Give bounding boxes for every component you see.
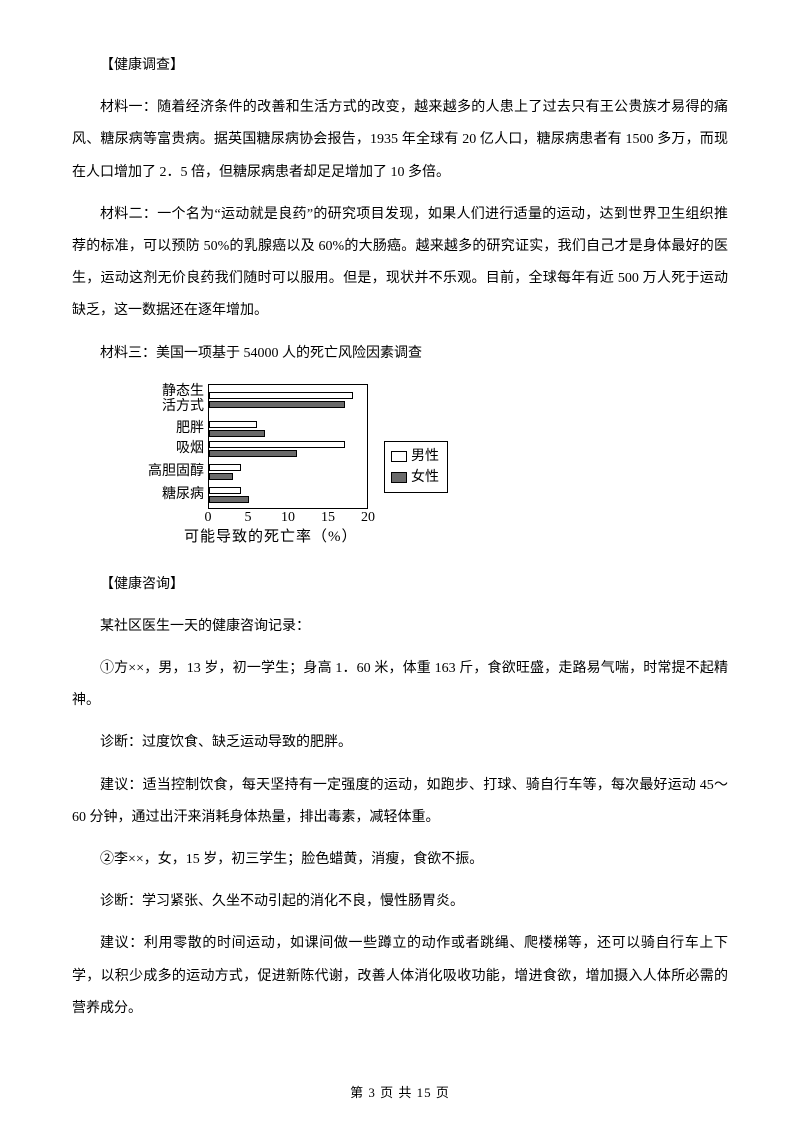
footer-page: 3 bbox=[368, 1085, 376, 1100]
y-label: 吸烟 bbox=[144, 441, 204, 456]
bar-female bbox=[209, 430, 265, 437]
x-tick: 5 bbox=[245, 511, 252, 525]
bar-male bbox=[209, 441, 345, 448]
consult-intro: 某社区医生一天的健康咨询记录： bbox=[72, 611, 728, 643]
x-tick: 0 bbox=[205, 511, 212, 525]
material-3-intro: 材料三：美国一项基于 54000 人的死亡风险因素调查 bbox=[72, 338, 728, 370]
legend-swatch-male bbox=[391, 451, 407, 462]
y-label: 静态生活方式 bbox=[144, 384, 204, 415]
case2-diagnosis: 诊断：学习紧张、久坐不动引起的消化不良，慢性肠胃炎。 bbox=[72, 886, 728, 918]
footer-mid: 页 共 bbox=[376, 1085, 417, 1100]
bar-female bbox=[209, 450, 297, 457]
legend-male-label: 男性 bbox=[411, 446, 439, 467]
y-label: 高胆固醇 bbox=[144, 464, 204, 479]
legend-female-label: 女性 bbox=[411, 467, 439, 488]
case1-diagnosis: 诊断：过度饮食、缺乏运动导致的肥胖。 bbox=[72, 727, 728, 759]
legend-swatch-female bbox=[391, 472, 407, 483]
survey-heading: 【健康调查】 bbox=[72, 50, 728, 82]
case2-advice: 建议：利用零散的时间运动，如课间做一些蹲立的动作或者跳绳、爬楼梯等，还可以骑自行… bbox=[72, 928, 728, 1025]
bar-male bbox=[209, 487, 241, 494]
bar-male bbox=[209, 464, 241, 471]
material-1: 材料一：随着经济条件的改善和生活方式的改变，越来越多的人患上了过去只有王公贵族才… bbox=[72, 92, 728, 189]
chart-container: 静态生活方式肥胖吸烟高胆固醇糖尿病0 5 10 15 20 可能导致的死亡率（%） 男性… bbox=[144, 380, 728, 555]
chart-legend: 男性 女性 bbox=[384, 441, 448, 493]
bar-male bbox=[209, 392, 353, 399]
x-axis-title: 可能导致的死亡率（%） bbox=[184, 530, 358, 545]
y-label: 肥胖 bbox=[144, 421, 204, 436]
legend-female: 女性 bbox=[391, 467, 439, 488]
bar-female bbox=[209, 401, 345, 408]
legend-male: 男性 bbox=[391, 446, 439, 467]
y-label: 糖尿病 bbox=[144, 487, 204, 502]
footer-prefix: 第 bbox=[350, 1085, 368, 1100]
material-2: 材料二：一个名为“运动就是良药”的研究项目发现，如果人们进行适量的运动，达到世界… bbox=[72, 199, 728, 328]
case2-info: ②李××，女，15 岁，初三学生；脸色蜡黄，消瘦，食欲不振。 bbox=[72, 844, 728, 876]
x-tick: 10 bbox=[281, 511, 295, 525]
case1-advice: 建议：适当控制饮食，每天坚持有一定强度的运动，如跑步、打球、骑自行车等，每次最好… bbox=[72, 770, 728, 834]
death-risk-chart: 静态生活方式肥胖吸烟高胆固醇糖尿病0 5 10 15 20 可能导致的死亡率（%） bbox=[144, 380, 374, 555]
footer-suffix: 页 bbox=[432, 1085, 450, 1100]
bar-female bbox=[209, 473, 233, 480]
footer-total: 15 bbox=[417, 1085, 432, 1100]
consult-heading: 【健康咨询】 bbox=[72, 569, 728, 601]
page-footer: 第 3 页 共 15 页 bbox=[0, 1078, 800, 1108]
x-tick: 15 bbox=[321, 511, 335, 525]
bar-male bbox=[209, 421, 257, 428]
bar-female bbox=[209, 496, 249, 503]
case1-info: ①方××，男，13 岁，初一学生；身高 1．60 米，体重 163 斤，食欲旺盛… bbox=[72, 653, 728, 717]
x-tick: 20 bbox=[361, 511, 375, 525]
